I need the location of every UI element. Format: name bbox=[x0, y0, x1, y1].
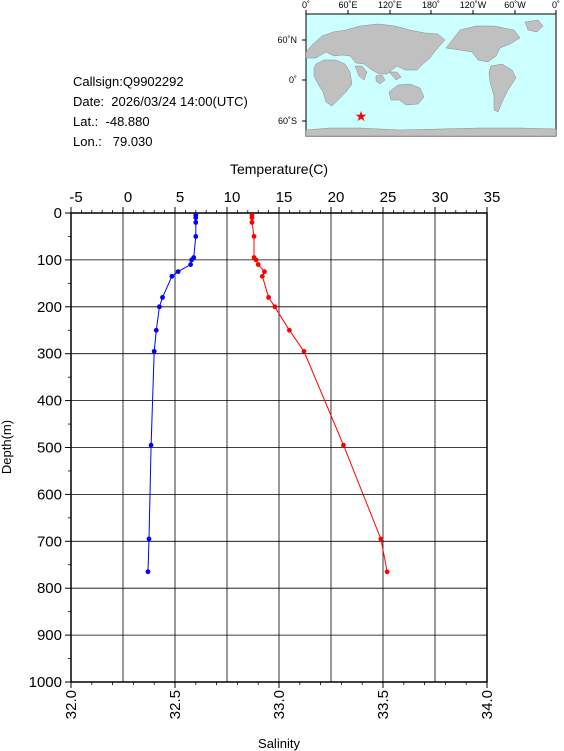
salinity-tick-label: 32.0 bbox=[63, 690, 80, 719]
map-lon-labels: 0˚ 60˚E 120˚E 180˚ 120˚W 60˚W 0˚ bbox=[302, 0, 560, 10]
salinity-point bbox=[255, 262, 261, 267]
temperature-point bbox=[151, 348, 157, 354]
latitude-text: Lat.: -48.880 bbox=[73, 114, 150, 129]
depth-tick-label: 500 bbox=[37, 440, 62, 457]
salinity-point bbox=[341, 442, 346, 448]
salinity-point bbox=[301, 348, 307, 354]
temperature-point bbox=[157, 304, 162, 310]
depth-tick-label: 100 bbox=[37, 252, 62, 269]
map-lat-label: 0˚ bbox=[289, 75, 297, 85]
temperature-point bbox=[189, 257, 195, 263]
map-lon-label: 120˚E bbox=[378, 0, 402, 10]
salinity-point bbox=[266, 295, 271, 300]
temperature-tick-label: 0 bbox=[124, 189, 132, 206]
temperature-point bbox=[193, 215, 199, 221]
salinity-axis-title: Salinity bbox=[258, 736, 300, 751]
salinity-point bbox=[262, 269, 267, 275]
salinity-point bbox=[249, 219, 255, 225]
temperature-point bbox=[169, 273, 175, 279]
temperature-tick-label: 10 bbox=[224, 189, 241, 206]
salinity-tick-label: 32.5 bbox=[167, 690, 184, 719]
temperature-point bbox=[175, 269, 181, 275]
temperature-tick-label: 5 bbox=[176, 189, 184, 206]
temperature-point bbox=[193, 234, 199, 239]
salinity-tick-label: 33.0 bbox=[271, 690, 288, 719]
temperature-point bbox=[153, 327, 159, 333]
salinity-point bbox=[272, 304, 278, 310]
salinity-point bbox=[249, 215, 255, 221]
map-lat-label: 60˚S bbox=[278, 116, 297, 126]
salinity-point bbox=[259, 273, 265, 279]
salinity-point bbox=[253, 257, 259, 263]
float-info: Callsign:Q9902292 Date: 2026/03/24 14:00… bbox=[73, 72, 248, 152]
depth-tick-label: 600 bbox=[37, 486, 62, 503]
map-lat-label: 60˚N bbox=[277, 35, 297, 45]
temperature-point bbox=[188, 262, 194, 267]
salinity-line bbox=[251, 215, 388, 572]
temperature-axis-title: Temperature(C) bbox=[230, 161, 328, 177]
chart-grid bbox=[71, 213, 487, 682]
date-text: Date: 2026/03/24 14:00(UTC) bbox=[73, 94, 248, 109]
temperature-tick-label: 20 bbox=[328, 189, 345, 206]
callsign-text: Callsign:Q9902292 bbox=[73, 74, 184, 89]
temperature-point bbox=[146, 536, 152, 542]
salinity-point bbox=[384, 569, 390, 575]
map-frame-ticks bbox=[302, 10, 557, 122]
map-lon-label: 180˚ bbox=[422, 0, 440, 10]
salinity-point bbox=[251, 234, 257, 239]
depth-tick-label: 800 bbox=[37, 580, 62, 597]
chart-series bbox=[145, 212, 390, 575]
depth-tick-label: 900 bbox=[37, 627, 62, 644]
temperature-tick-label: 15 bbox=[276, 189, 293, 206]
depth-tick-label: 0 bbox=[54, 205, 62, 222]
temperature-tick-label: -5 bbox=[69, 189, 82, 206]
depth-tick-label: 700 bbox=[37, 533, 62, 550]
float-location-star-icon: ★ bbox=[355, 108, 368, 124]
temperature-point bbox=[145, 569, 151, 575]
map-lon-label: 0˚ bbox=[552, 0, 560, 10]
salinity-tick-label: 34.0 bbox=[479, 690, 496, 719]
temperature-point bbox=[193, 219, 199, 225]
map-lon-label: 60˚E bbox=[338, 0, 357, 10]
temperature-tick-label: 30 bbox=[432, 189, 449, 206]
longitude-text: Lon.: 79.030 bbox=[73, 134, 153, 149]
map-lon-label: 0˚ bbox=[302, 0, 310, 10]
temperature-point bbox=[148, 442, 154, 448]
location-map: 0˚ 60˚E 120˚E 180˚ 120˚W 60˚W 0˚ 60˚N 0˚… bbox=[277, 0, 560, 137]
depth-tick-label: 200 bbox=[37, 299, 62, 316]
map-lon-label: 120˚W bbox=[460, 0, 487, 10]
depth-tick-label: 400 bbox=[37, 393, 62, 410]
map-lat-labels: 60˚N 0˚ 60˚S bbox=[277, 35, 297, 126]
chart-ticks: -5 0 5 10 15 20 25 30 35 32.0 32.5 33.0 33.5 34.0 0 100… bbox=[29, 189, 501, 719]
temperature-line bbox=[147, 215, 197, 572]
temperature-point bbox=[160, 295, 165, 300]
salinity-tick-label: 33.5 bbox=[375, 690, 392, 719]
temperature-tick-label: 35 bbox=[484, 189, 501, 206]
salinity-point bbox=[287, 327, 292, 333]
map-land bbox=[305, 19, 557, 137]
temperature-tick-label: 25 bbox=[380, 189, 397, 206]
depth-tick-label: 300 bbox=[37, 346, 62, 363]
depth-axis-title: Depth(m) bbox=[0, 420, 14, 474]
salinity-point bbox=[378, 536, 384, 542]
depth-tick-label: 1000 bbox=[29, 674, 62, 691]
map-lon-label: 60˚W bbox=[504, 0, 526, 10]
